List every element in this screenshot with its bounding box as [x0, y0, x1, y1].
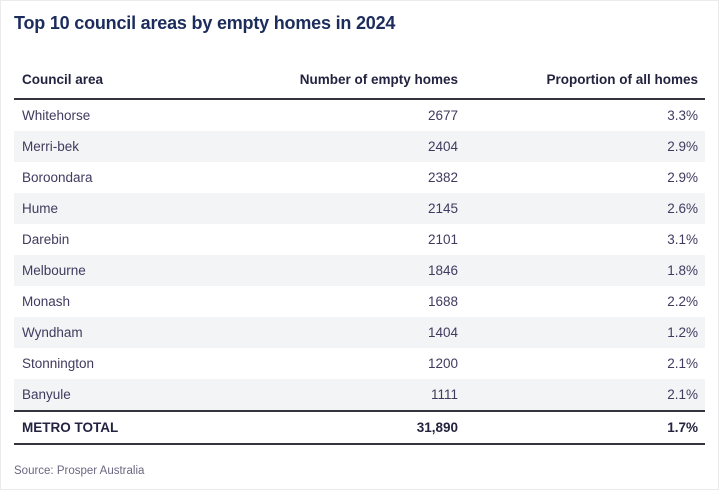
page-title: Top 10 council areas by empty homes in 2… [14, 13, 396, 33]
table-row: Whitehorse 2677 3.3% [14, 100, 705, 131]
table-body: Whitehorse 2677 3.3% Merri-bek 2404 2.9%… [14, 100, 705, 410]
total-count: 31,890 [416, 420, 458, 435]
table-row: Hume 2145 2.6% [14, 193, 705, 224]
total-proportion: 1.7% [667, 420, 698, 435]
cell-council: Merri-bek [22, 139, 80, 154]
cell-count: 1404 [427, 325, 458, 340]
cell-proportion: 2.6% [667, 201, 698, 216]
header-number-of-empty-homes: Number of empty homes [299, 72, 458, 87]
cell-count: 1688 [427, 294, 458, 309]
cell-proportion: 1.2% [667, 325, 698, 340]
total-label: METRO TOTAL [22, 420, 119, 435]
cell-count: 2101 [427, 232, 458, 247]
table-row: Boroondara 2382 2.9% [14, 162, 705, 193]
cell-council: Melbourne [22, 263, 86, 278]
cell-council: Monash [22, 294, 71, 309]
cell-count: 1111 [430, 387, 458, 402]
table-header: Council area Number of empty homes Propo… [14, 71, 705, 100]
cell-count: 2145 [427, 201, 458, 216]
table-row: Banyule 1111 2.1% [14, 379, 705, 410]
cell-proportion: 3.3% [667, 108, 698, 123]
cell-proportion: 2.2% [667, 294, 698, 309]
cell-count: 2677 [427, 108, 458, 123]
cell-proportion: 1.8% [667, 263, 698, 278]
cell-count: 2382 [427, 170, 458, 185]
table-row: Monash 1688 2.2% [14, 286, 705, 317]
header-proportion-of-all-homes: Proportion of all homes [546, 72, 698, 87]
cell-council: Stonnington [22, 356, 95, 371]
table-row: Wyndham 1404 1.2% [14, 317, 705, 348]
cell-count: 1200 [427, 356, 458, 371]
cell-council: Darebin [22, 232, 70, 247]
source-note: Source: Prosper Australia [14, 465, 145, 477]
cell-council: Banyule [22, 387, 71, 402]
cell-proportion: 2.9% [667, 170, 698, 185]
cell-council: Hume [22, 201, 59, 216]
cell-proportion: 3.1% [667, 232, 698, 247]
cell-council: Wyndham [22, 325, 83, 340]
cell-council: Boroondara [22, 170, 93, 185]
cell-proportion: 2.1% [667, 387, 698, 402]
cell-council: Whitehorse [22, 108, 91, 123]
table-row: Melbourne 1846 1.8% [14, 255, 705, 286]
table-total-row: METRO TOTAL 31,890 1.7% [14, 410, 705, 445]
cell-count: 2404 [427, 139, 458, 154]
table-row: Darebin 2101 3.1% [14, 224, 705, 255]
table-row: Merri-bek 2404 2.9% [14, 131, 705, 162]
cell-count: 1846 [427, 263, 458, 278]
table-row: Stonnington 1200 2.1% [14, 348, 705, 379]
cell-proportion: 2.1% [667, 356, 698, 371]
cell-proportion: 2.9% [667, 139, 698, 154]
header-council-area: Council area [22, 72, 104, 87]
